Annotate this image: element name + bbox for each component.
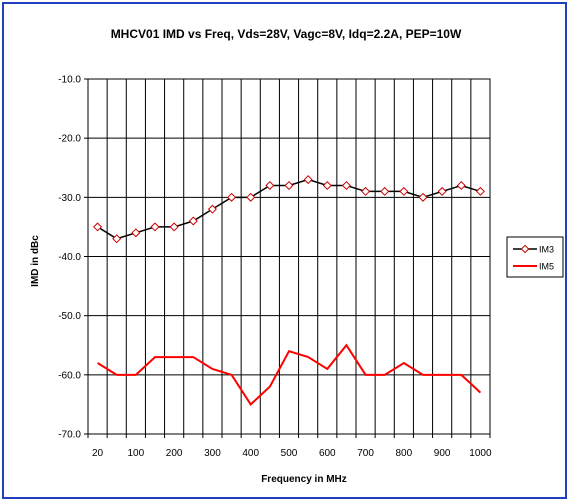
x-tick-label: 1000 [469, 448, 492, 459]
data-point-im3 [341, 180, 351, 191]
legend: IM3 IM5 [506, 236, 564, 278]
y-axis-label: IMD in dBc [30, 235, 41, 287]
x-tick-label: 400 [242, 448, 259, 459]
legend-label-im3: IM3 [539, 245, 554, 255]
x-tick-label: 900 [434, 448, 451, 459]
y-tick-label: -10.0 [58, 75, 81, 86]
data-point-im3 [188, 216, 198, 226]
data-point-im3 [437, 186, 447, 196]
data-point-im3 [284, 180, 294, 191]
series-line-im5 [97, 343, 482, 406]
chart-svg: MHCV01 IMD vs Freq, Vds=28V, Vagc=8V, Id… [30, 27, 564, 485]
data-point-im3 [475, 186, 485, 196]
chart-title: MHCV01 IMD vs Freq, Vds=28V, Vagc=8V, Id… [111, 27, 462, 41]
y-tick-label: -70.0 [58, 430, 81, 441]
x-tick-label: 600 [319, 448, 336, 459]
y-tick-label: -30.0 [58, 193, 81, 204]
x-tick-label: 200 [166, 448, 183, 459]
plot-area: -10.0 -20.0 -30.0 -40.0 -50.0 -60.0 -70.0 20 100… [58, 75, 492, 460]
x-tick-label: 700 [357, 448, 374, 459]
data-point-im3 [93, 222, 103, 232]
data-point-im3 [246, 192, 256, 202]
legend-box [506, 236, 564, 278]
data-point-im3 [418, 192, 428, 202]
chart-frame: MHCV01 IMD vs Freq, Vds=28V, Vagc=8V, Id… [2, 2, 567, 499]
x-tick-label: 300 [204, 448, 221, 459]
data-point-im3 [361, 186, 371, 196]
data-point-im3 [265, 180, 275, 191]
legend-label-im5: IM5 [539, 262, 554, 272]
data-point-im3 [303, 175, 313, 185]
data-point-im3 [380, 186, 390, 196]
x-axis-label: Frequency in MHz [261, 474, 347, 485]
data-point-im3 [322, 180, 332, 191]
legend-marker-im3 [520, 244, 530, 254]
y-tick-label: -40.0 [58, 252, 81, 263]
y-tick-label: -20.0 [58, 134, 81, 145]
x-tick-label: 500 [281, 448, 298, 459]
y-tick-label: -60.0 [58, 370, 81, 381]
x-tick-label: 800 [396, 448, 413, 459]
data-point-im3 [399, 186, 409, 196]
x-tick-label: 100 [128, 448, 145, 459]
y-tick-label: -50.0 [58, 311, 81, 322]
data-point-im3 [227, 192, 237, 202]
data-point-im3 [112, 234, 122, 244]
data-point-im3 [207, 204, 217, 214]
data-point-im3 [169, 222, 179, 232]
data-point-im3 [131, 228, 141, 238]
x-tick-label: 20 [92, 448, 104, 459]
data-point-im3 [456, 180, 466, 191]
data-point-im3 [150, 222, 160, 232]
